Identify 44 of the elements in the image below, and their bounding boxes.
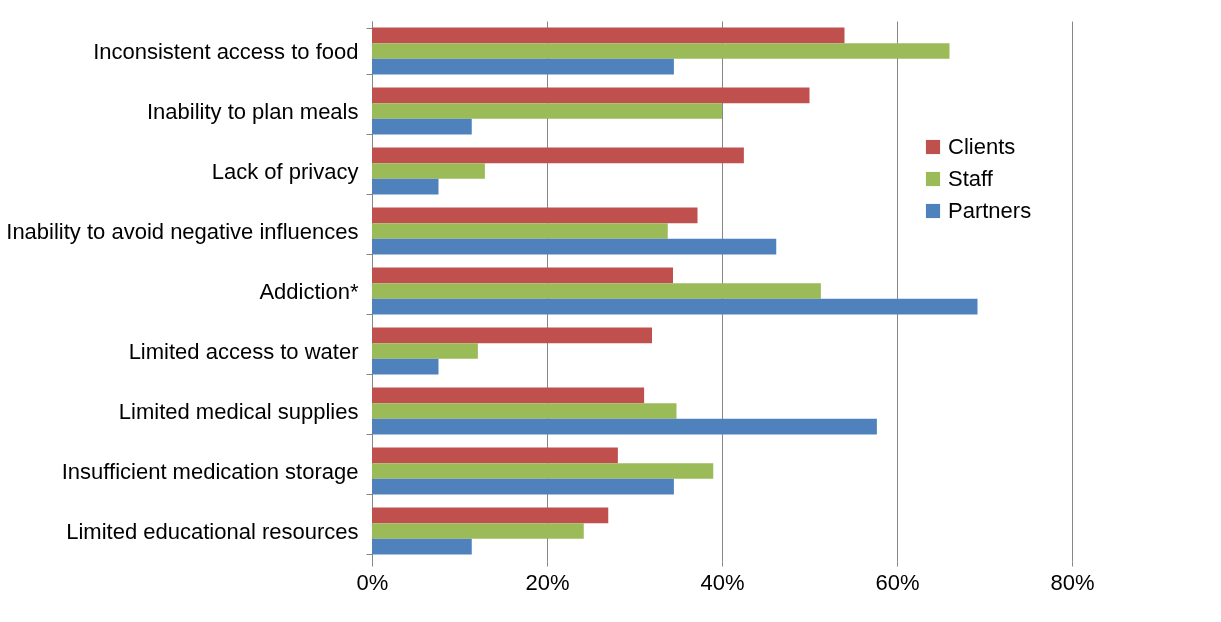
legend-label: Partners <box>948 198 1032 223</box>
y-tick-label: Inability to plan meals <box>146 98 359 124</box>
bar <box>372 147 744 164</box>
y-tick-label: Limited medical supplies <box>118 398 359 424</box>
legend-label: Clients <box>948 134 1016 159</box>
bar <box>372 238 777 255</box>
y-tick-label: Inability to avoid negative influences <box>6 218 359 244</box>
x-tick-label: 0% <box>356 569 389 595</box>
bar <box>372 358 439 375</box>
bar <box>372 223 668 239</box>
y-tick-label: Addiction* <box>259 278 359 304</box>
bar <box>372 118 472 135</box>
bar <box>372 327 652 344</box>
bar <box>372 387 645 404</box>
x-tick-label: 20% <box>525 569 570 595</box>
bar <box>372 298 978 315</box>
x-tick-label: 80% <box>1050 569 1095 595</box>
bar <box>372 207 698 224</box>
bar <box>372 283 821 299</box>
bar <box>372 478 674 495</box>
y-tick-label: Insufficient medication storage <box>61 458 359 484</box>
bar <box>372 343 478 359</box>
y-tick-label: Limited access to water <box>128 338 359 364</box>
bar <box>372 58 674 75</box>
legend-label: Staff <box>948 166 994 191</box>
bar <box>372 87 810 104</box>
bar <box>372 538 472 555</box>
y-tick-label: Lack of privacy <box>211 158 359 184</box>
bar <box>372 507 609 524</box>
bar <box>372 163 485 179</box>
bar <box>372 447 618 464</box>
bar <box>372 43 950 59</box>
bar <box>372 267 673 284</box>
bar <box>372 418 877 435</box>
bar <box>372 27 845 44</box>
x-tick-label: 40% <box>700 569 745 595</box>
bar <box>372 463 714 479</box>
bar <box>372 523 584 539</box>
bar <box>372 178 439 195</box>
y-tick-label: Limited educational resources <box>66 518 359 544</box>
y-tick-label: Inconsistent access to food <box>93 38 359 64</box>
bar <box>372 103 722 119</box>
bar <box>372 403 677 419</box>
x-tick-label: 60% <box>875 569 920 595</box>
